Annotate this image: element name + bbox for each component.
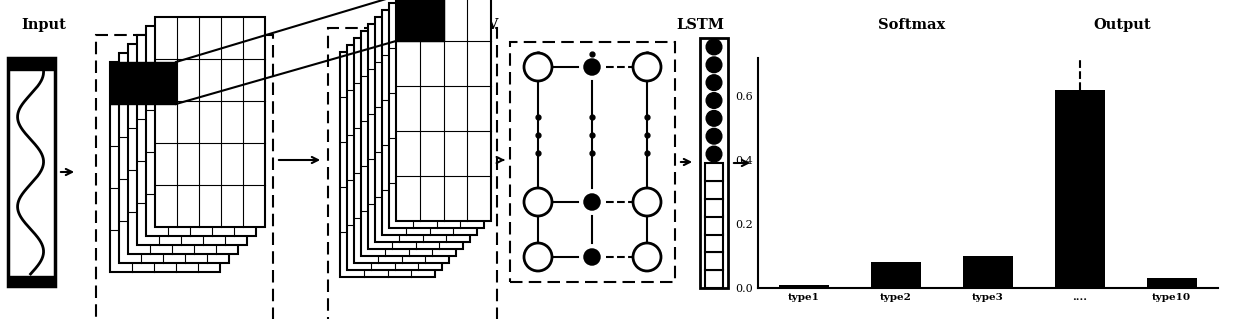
Bar xyxy=(704,234,723,252)
Bar xyxy=(704,163,723,181)
Bar xyxy=(779,285,830,288)
Bar xyxy=(1055,90,1105,288)
Circle shape xyxy=(525,53,552,81)
Bar xyxy=(870,263,921,288)
Bar xyxy=(962,256,1013,288)
Text: Input: Input xyxy=(21,18,66,32)
Bar xyxy=(704,270,723,288)
Bar xyxy=(119,53,229,263)
Circle shape xyxy=(584,249,600,265)
Circle shape xyxy=(632,243,661,271)
Bar xyxy=(704,181,723,199)
Bar xyxy=(7,58,55,286)
Circle shape xyxy=(706,110,722,126)
Bar xyxy=(353,38,449,263)
Bar xyxy=(1147,278,1197,288)
Circle shape xyxy=(706,75,722,91)
Circle shape xyxy=(706,57,722,73)
Circle shape xyxy=(706,128,722,144)
Circle shape xyxy=(584,59,600,75)
Text: ConV: ConV xyxy=(196,18,238,32)
Bar xyxy=(7,58,55,70)
Bar xyxy=(7,276,55,286)
Bar xyxy=(374,17,470,242)
Bar xyxy=(704,216,723,234)
Circle shape xyxy=(706,146,722,162)
Text: LSTM: LSTM xyxy=(677,18,724,32)
Bar xyxy=(329,28,497,319)
Bar xyxy=(128,44,238,254)
Bar xyxy=(704,198,723,217)
Bar xyxy=(155,17,265,227)
Bar xyxy=(396,0,491,221)
Bar xyxy=(510,42,675,282)
Text: Output: Output xyxy=(1094,18,1151,32)
Bar xyxy=(361,31,456,256)
Bar xyxy=(382,10,477,235)
Bar xyxy=(704,252,723,270)
Bar xyxy=(110,62,219,272)
Bar xyxy=(146,26,255,236)
Bar xyxy=(389,3,484,228)
Circle shape xyxy=(706,39,722,55)
Circle shape xyxy=(632,188,661,216)
Bar xyxy=(340,52,435,277)
Bar xyxy=(368,24,463,249)
Circle shape xyxy=(525,188,552,216)
Bar xyxy=(701,38,728,288)
Circle shape xyxy=(525,243,552,271)
Circle shape xyxy=(706,93,722,108)
Circle shape xyxy=(584,194,600,210)
Bar xyxy=(396,0,444,41)
Text: Softmax: Softmax xyxy=(878,18,945,32)
Bar xyxy=(136,35,247,245)
Bar xyxy=(95,35,273,319)
Bar xyxy=(110,62,176,104)
Text: ConV: ConV xyxy=(456,18,498,32)
Circle shape xyxy=(632,53,661,81)
Bar xyxy=(347,45,441,270)
